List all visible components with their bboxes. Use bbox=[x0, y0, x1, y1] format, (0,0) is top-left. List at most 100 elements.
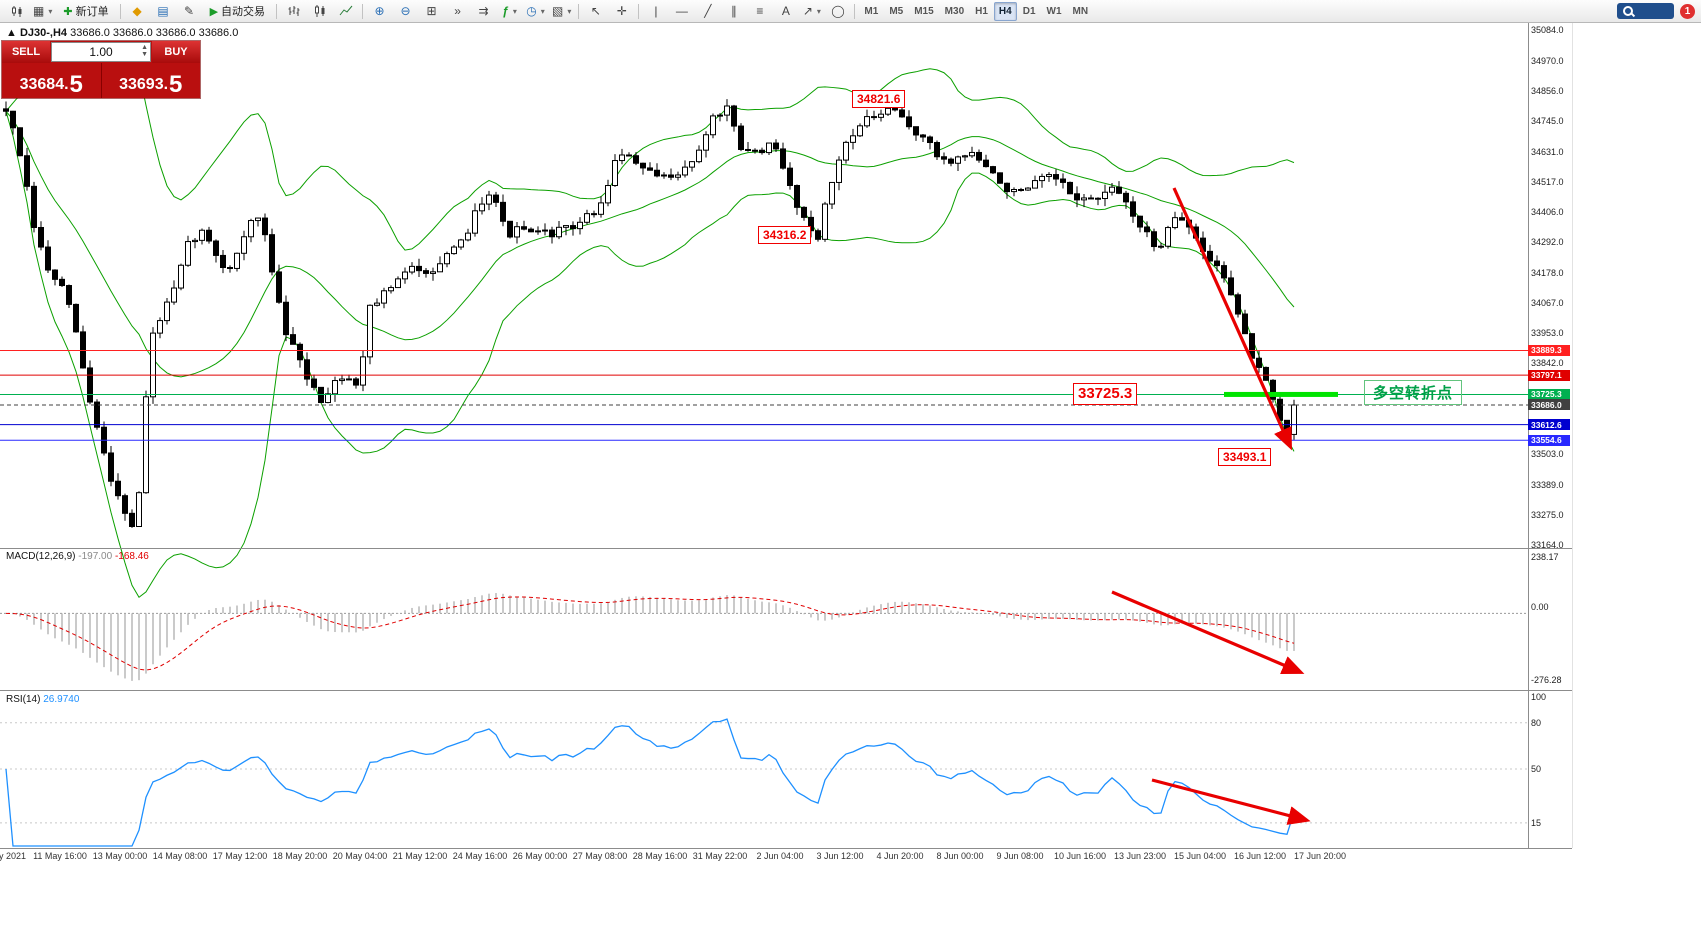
toolbar-separator bbox=[276, 3, 278, 19]
volume-spinner-arrows[interactable]: ▲ ▼ bbox=[141, 44, 148, 58]
symbol-period-label: DJ30-,H4 bbox=[19, 27, 68, 39]
bb-lower-band bbox=[5, 111, 1295, 599]
trendline-icon[interactable]: ╱ bbox=[704, 4, 712, 18]
timeframe-mn[interactable]: MN bbox=[1072, 5, 1089, 17]
new-chart-icon[interactable] bbox=[4, 1, 29, 22]
rsi-indicator bbox=[0, 718, 1528, 847]
new-order-label: 新订单 bbox=[75, 6, 109, 18]
templates-icon[interactable]: ▧ ▾ bbox=[552, 4, 572, 18]
candlestick-series bbox=[3, 99, 1297, 528]
buy-price-main: 33693. bbox=[119, 76, 169, 93]
crosshair-icon[interactable]: ✛ bbox=[616, 4, 627, 18]
dropdown-arrow-icon: ▾ bbox=[512, 6, 517, 16]
sell-button[interactable]: SELL bbox=[2, 41, 50, 63]
timeframe-h4[interactable]: H4 bbox=[993, 1, 1017, 21]
bb-upper-band bbox=[5, 66, 1295, 251]
zoom-out-icon[interactable]: ⊖ bbox=[400, 4, 411, 18]
toolbar-separator bbox=[638, 3, 640, 19]
candlestick-mini-icon bbox=[11, 6, 21, 17]
timeframe-m15[interactable]: M15 bbox=[914, 5, 934, 17]
main-toolbar: ▦ ▾ ✚ 新订单 ◆ ▤ ✎ ▶ 自动交易 ⊕ ⊖ ⊞ » ⇉ ƒ ▾ ◷ ▾ ▧ ▾ bbox=[0, 0, 1701, 23]
sell-price[interactable]: 33684. 5 bbox=[2, 63, 102, 98]
one-click-trading-panel: SELL 1.00 ▲ ▼ BUY 33684. 5 33693. 5 bbox=[2, 41, 200, 98]
notification-badge[interactable]: 1 bbox=[1680, 3, 1695, 19]
macd-indicator bbox=[0, 593, 1528, 681]
toolbar-right-cluster: 1 bbox=[1617, 3, 1697, 19]
dropdown-arrow-icon: ▾ bbox=[540, 6, 545, 16]
candlestick-chart-type-icon[interactable] bbox=[307, 1, 332, 22]
trend-arrow bbox=[1151, 778, 1311, 825]
close-value: 33686.0 bbox=[198, 27, 239, 39]
dropdown-arrow-icon: ▾ bbox=[567, 6, 572, 16]
bars-mini-icon bbox=[288, 6, 300, 16]
sell-price-pip: 5 bbox=[69, 71, 83, 98]
panel-separators bbox=[0, 23, 1573, 849]
timeframe-h1[interactable]: H1 bbox=[975, 5, 988, 17]
spinner-down-icon[interactable]: ▼ bbox=[141, 51, 148, 58]
timeframe-m5[interactable]: M5 bbox=[889, 5, 904, 17]
trend-arrow bbox=[1172, 187, 1292, 451]
dropdown-arrow-icon: ▾ bbox=[48, 6, 53, 16]
chart-ohlc-header: ▲ DJ30-,H4 33686.0 33686.0 33686.0 33686… bbox=[6, 27, 238, 39]
search-icon bbox=[1622, 5, 1634, 17]
auto-scroll-icon[interactable]: » bbox=[454, 4, 461, 18]
open-value: 33686.0 bbox=[70, 27, 110, 39]
arrows-tool-icon[interactable]: ↗ ▾ bbox=[802, 4, 821, 18]
annotation-arrows[interactable] bbox=[1111, 187, 1338, 825]
timeframe-m30[interactable]: M30 bbox=[944, 5, 965, 17]
volume-value: 1.00 bbox=[89, 45, 113, 59]
support-highlight-segment bbox=[1224, 391, 1338, 397]
timeframe-w1[interactable]: W1 bbox=[1046, 5, 1062, 17]
search-box[interactable] bbox=[1617, 3, 1674, 19]
fibonacci-icon[interactable]: ≡ bbox=[756, 4, 764, 18]
cursor-icon[interactable]: ↖ bbox=[590, 4, 601, 18]
rsi-line bbox=[5, 718, 1295, 847]
trend-arrow bbox=[1111, 590, 1305, 674]
play-icon: ▶ bbox=[209, 5, 219, 18]
bb-middle-band bbox=[5, 110, 1295, 378]
macd-signal-value: -168.46 bbox=[114, 551, 149, 562]
horizontal-line-icon[interactable]: — bbox=[675, 4, 688, 18]
chart-profiles-icon[interactable]: ▦ ▾ bbox=[33, 4, 53, 18]
low-value: 33686.0 bbox=[155, 27, 196, 39]
rsi-label: RSI(14) 26.9740 bbox=[6, 694, 79, 705]
vertical-line-icon[interactable]: | bbox=[654, 4, 658, 18]
macd-main-value: -197.00 bbox=[78, 551, 113, 562]
bar-chart-type-icon[interactable] bbox=[281, 1, 306, 22]
indicators-icon[interactable]: ƒ ▾ bbox=[502, 4, 517, 18]
sell-price-main: 33684. bbox=[19, 76, 69, 93]
timeframe-d1[interactable]: D1 bbox=[1022, 5, 1036, 17]
toolbar-separator bbox=[578, 3, 580, 19]
text-tool-icon[interactable]: A bbox=[781, 4, 790, 18]
high-value: 33686.0 bbox=[112, 27, 153, 39]
bollinger-bands bbox=[5, 66, 1295, 599]
periods-icon[interactable]: ◷ ▾ bbox=[526, 4, 545, 18]
auto-trading-label: 自动交易 bbox=[221, 6, 266, 18]
line-chart-type-icon[interactable] bbox=[333, 1, 358, 22]
auto-trading-button[interactable]: ▶ 自动交易 bbox=[203, 1, 272, 22]
channel-icon[interactable]: ∥ bbox=[730, 4, 737, 18]
market-watch-icon[interactable]: ▤ bbox=[157, 4, 169, 18]
spinner-up-icon[interactable]: ▲ bbox=[141, 44, 148, 51]
chart-shift-icon[interactable]: ⇉ bbox=[478, 4, 489, 18]
plus-icon: ✚ bbox=[63, 5, 73, 18]
candles-mini-icon bbox=[314, 5, 325, 17]
timeframe-m1[interactable]: M1 bbox=[864, 5, 879, 17]
new-order-button[interactable]: ✚ 新订单 bbox=[56, 1, 115, 22]
zoom-in-icon[interactable]: ⊕ bbox=[374, 4, 385, 18]
volume-stepper[interactable]: 1.00 ▲ ▼ bbox=[51, 42, 151, 62]
macd-signal-line bbox=[5, 596, 1295, 671]
buy-price-pip: 5 bbox=[169, 71, 183, 98]
metaeditor-icon[interactable]: ✎ bbox=[184, 4, 195, 18]
history-center-icon[interactable]: ◆ bbox=[132, 4, 142, 18]
toolbar-separator bbox=[119, 3, 121, 19]
tile-windows-icon[interactable]: ⊞ bbox=[426, 4, 437, 18]
buy-price[interactable]: 33693. 5 bbox=[102, 63, 201, 98]
dropdown-arrow-icon: ▾ bbox=[816, 6, 821, 16]
shapes-tool-icon[interactable]: ◯ bbox=[831, 4, 845, 18]
toolbar-separator bbox=[854, 3, 856, 19]
line-mini-icon bbox=[339, 5, 352, 16]
buy-button[interactable]: BUY bbox=[152, 41, 200, 63]
